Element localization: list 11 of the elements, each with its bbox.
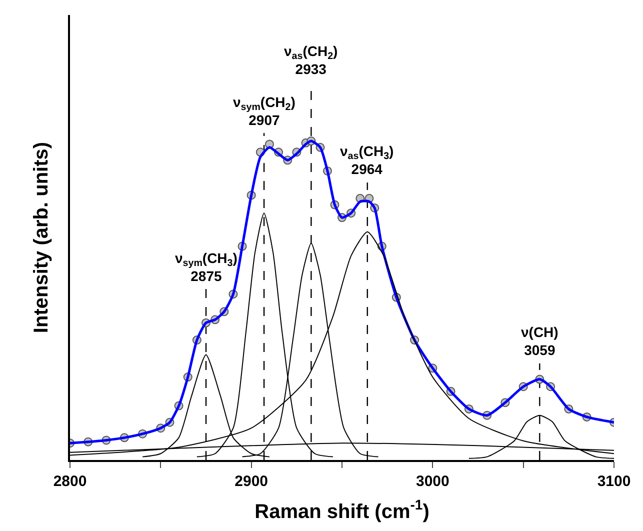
- x-axis-title: Raman shift (cm$^{-1}$): [254, 496, 430, 523]
- y-axis-title: Intensity (arb. units): [30, 142, 52, 334]
- x-tick-label: 3000: [416, 472, 450, 490]
- x-tick-label: 2800: [53, 472, 87, 490]
- ref-line-label: ν$_{as}$(CH$_{2}$) 2933: [284, 43, 338, 78]
- ref-line-label: ν(CH) 3059: [521, 324, 558, 358]
- ref-line-label: ν$_{sym}$(CH$_{3}$) 2875: [175, 250, 238, 284]
- ref-line-label: ν$_{as}$(CH$_{3}$) 2964: [340, 143, 394, 178]
- x-tick-label: 3100: [597, 472, 631, 490]
- ref-line-label: ν$_{sym}$(CH$_{2}$) 2907: [233, 94, 296, 128]
- x-tick-label: 2900: [234, 472, 268, 490]
